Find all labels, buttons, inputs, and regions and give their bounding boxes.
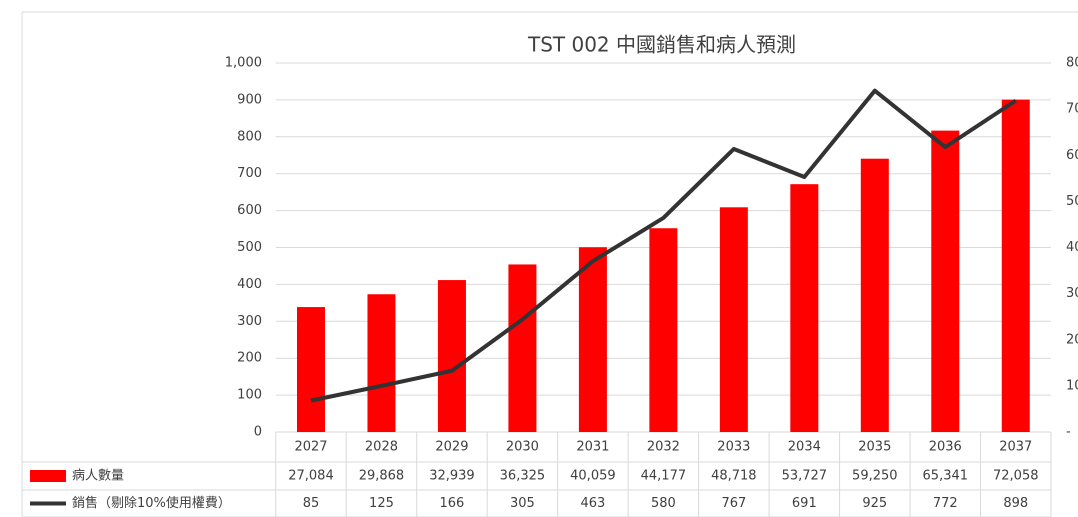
- legend-label: 銷售（剔除10%使用權費）: [72, 495, 231, 511]
- x-tick-label: 2031: [576, 440, 609, 455]
- x-tick-label: 2036: [929, 440, 962, 455]
- line: [310, 88, 1017, 403]
- y2-tick-label: 70,000: [1066, 102, 1078, 117]
- y-tick-label: 0: [254, 425, 262, 440]
- bar: [860, 158, 889, 432]
- table-value: 85: [303, 496, 320, 511]
- table-value: 166: [440, 496, 465, 511]
- x-tick-label: 2035: [858, 440, 891, 455]
- x-tick-label: 2033: [717, 440, 750, 455]
- table-value: 463: [580, 496, 605, 511]
- legend-key: [30, 470, 66, 482]
- bar: [508, 264, 537, 432]
- y2-tick-label: 10,000: [1066, 378, 1078, 393]
- bar: [790, 184, 819, 432]
- table-value: 65,341: [923, 469, 969, 484]
- x-tick-label: 2028: [365, 440, 398, 455]
- legend-label: 病人數量: [72, 469, 124, 484]
- y-tick-label: 300: [237, 314, 262, 329]
- table-value: 44,177: [641, 469, 687, 484]
- table-value: 48,718: [711, 469, 757, 484]
- bar: [719, 207, 748, 432]
- bar: [578, 247, 607, 432]
- y-tick-label: 400: [237, 277, 262, 292]
- x-tick-label: 2034: [788, 440, 821, 455]
- table-value: 125: [369, 496, 394, 511]
- x-tick-label: 2027: [294, 440, 327, 455]
- y2-tick-label: 30,000: [1066, 286, 1078, 301]
- y2-tick-label: 50,000: [1066, 194, 1078, 209]
- table-value: 580: [651, 496, 676, 511]
- table-value: 29,868: [359, 469, 405, 484]
- y-tick-label: 700: [237, 166, 262, 181]
- y2-tick-label: 80,000: [1066, 56, 1078, 71]
- table-value: 898: [1003, 496, 1028, 511]
- table-value: 36,325: [500, 469, 546, 484]
- table-value: 72,058: [993, 469, 1039, 484]
- table-value: 691: [792, 496, 817, 511]
- table-value: 305: [510, 496, 535, 511]
- table-value: 59,250: [852, 469, 898, 484]
- y-tick-label: 500: [237, 240, 262, 255]
- bar: [367, 294, 396, 432]
- y-tick-label: 200: [237, 351, 262, 366]
- y-tick-label: 800: [237, 129, 262, 144]
- y-tick-label: 900: [237, 92, 262, 107]
- bar: [931, 130, 960, 433]
- chart-title: TST 002 中國銷售和病人預測: [527, 33, 796, 57]
- bar: [1001, 99, 1030, 432]
- table-value: 925: [862, 496, 887, 511]
- x-tick-label: 2032: [647, 440, 680, 455]
- table-value: 32,939: [429, 469, 475, 484]
- y2-tick-label: 60,000: [1066, 148, 1078, 163]
- table-value: 27,084: [288, 469, 334, 484]
- y2-tick-label: 40,000: [1066, 240, 1078, 255]
- y2-tick-label: -: [1066, 425, 1071, 440]
- x-tick-label: 2029: [435, 440, 468, 455]
- table-value: 53,727: [782, 469, 828, 484]
- table-value: 767: [721, 496, 746, 511]
- x-tick-label: 2030: [506, 440, 539, 455]
- y2-tick-label: 20,000: [1066, 332, 1078, 347]
- bar: [649, 228, 678, 432]
- x-tick-label: 2037: [999, 440, 1032, 455]
- bar: [296, 307, 325, 432]
- y-tick-label: 600: [237, 203, 262, 218]
- table-value: 772: [933, 496, 958, 511]
- y-tick-label: 1,000: [225, 56, 262, 71]
- bar: [437, 280, 466, 432]
- table-value: 40,059: [570, 469, 616, 484]
- y-tick-label: 100: [237, 388, 262, 403]
